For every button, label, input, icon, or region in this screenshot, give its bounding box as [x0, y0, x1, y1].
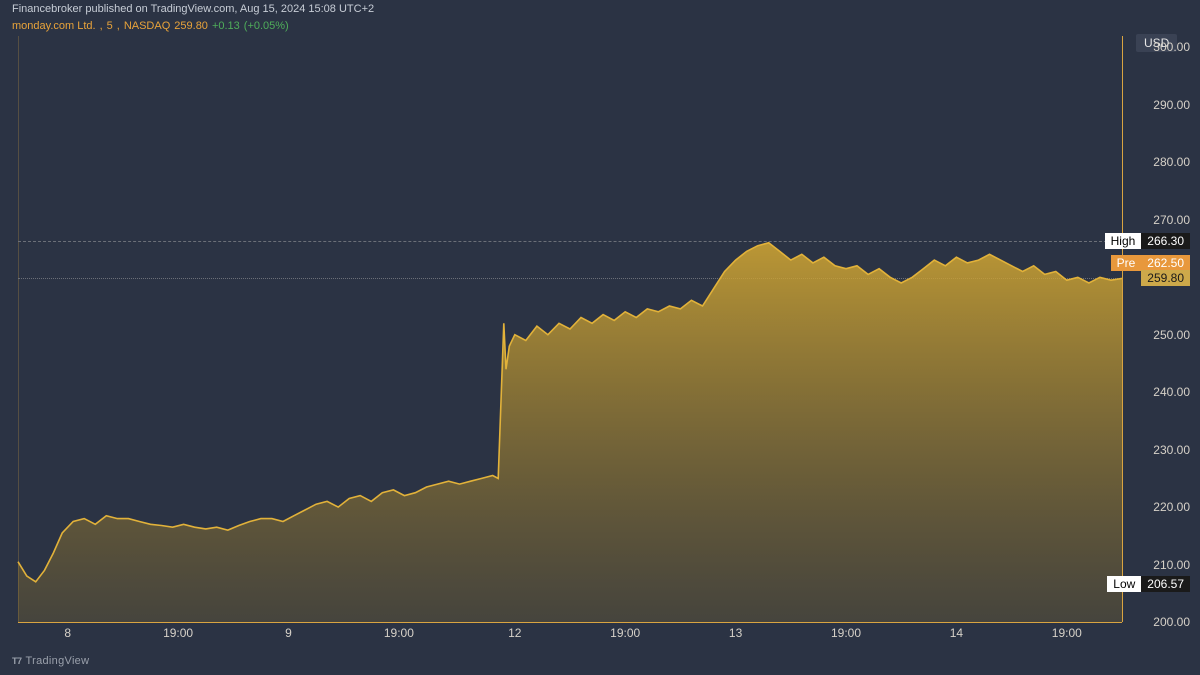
ticker-change-abs: +0.13	[212, 20, 240, 32]
publisher-line: Financebroker published on TradingView.c…	[0, 0, 1200, 18]
y-tick: 200.00	[1153, 615, 1190, 629]
tradingview-brand-text: TradingView	[26, 655, 90, 667]
footer-brand: T7 TradingView	[12, 655, 89, 667]
ticker-exchange: NASDAQ	[124, 20, 170, 32]
price-chart[interactable]	[18, 36, 1122, 622]
last-marker-value: 259.80	[1141, 270, 1190, 286]
x-tick: 12	[508, 626, 521, 640]
low-marker-label: Low	[1107, 576, 1141, 592]
x-tick: 8	[64, 626, 71, 640]
y-tick: 210.00	[1153, 558, 1190, 572]
y-tick: 240.00	[1153, 385, 1190, 399]
x-tick: 19:00	[163, 626, 193, 640]
ticker-name: monday.com Ltd.	[12, 20, 96, 32]
y-tick: 250.00	[1153, 328, 1190, 342]
x-tick: 19:00	[1052, 626, 1082, 640]
low-marker-value: 206.57	[1141, 576, 1190, 592]
area-fill	[18, 243, 1122, 622]
low-marker: Low206.57	[1107, 575, 1190, 593]
last-marker: 259.80	[1141, 269, 1190, 287]
ticker-change-pct: (+0.05%)	[244, 20, 289, 32]
tradingview-logo-icon: T7	[12, 656, 22, 666]
y-tick: 270.00	[1153, 213, 1190, 227]
y-tick: 290.00	[1153, 98, 1190, 112]
x-tick: 9	[285, 626, 292, 640]
x-tick: 13	[729, 626, 742, 640]
y-tick: 280.00	[1153, 155, 1190, 169]
x-tick: 19:00	[831, 626, 861, 640]
ticker-last: 259.80	[174, 20, 208, 32]
x-tick: 19:00	[384, 626, 414, 640]
pre-marker-label: Pre	[1111, 255, 1142, 271]
yaxis-separator	[1122, 36, 1123, 622]
y-tick: 220.00	[1153, 500, 1190, 514]
x-tick: 19:00	[610, 626, 640, 640]
x-tick: 14	[950, 626, 963, 640]
high-marker-value: 266.30	[1141, 233, 1190, 249]
ticker-interval: 5	[107, 20, 113, 32]
y-tick: 300.00	[1153, 40, 1190, 54]
xaxis-separator	[18, 622, 1122, 623]
y-tick: 230.00	[1153, 443, 1190, 457]
high-marker-label: High	[1105, 233, 1142, 249]
ticker-bar: monday.com Ltd.,5,NASDAQ259.80+0.13(+0.0…	[0, 18, 1200, 34]
high-marker: High266.30	[1105, 232, 1190, 250]
